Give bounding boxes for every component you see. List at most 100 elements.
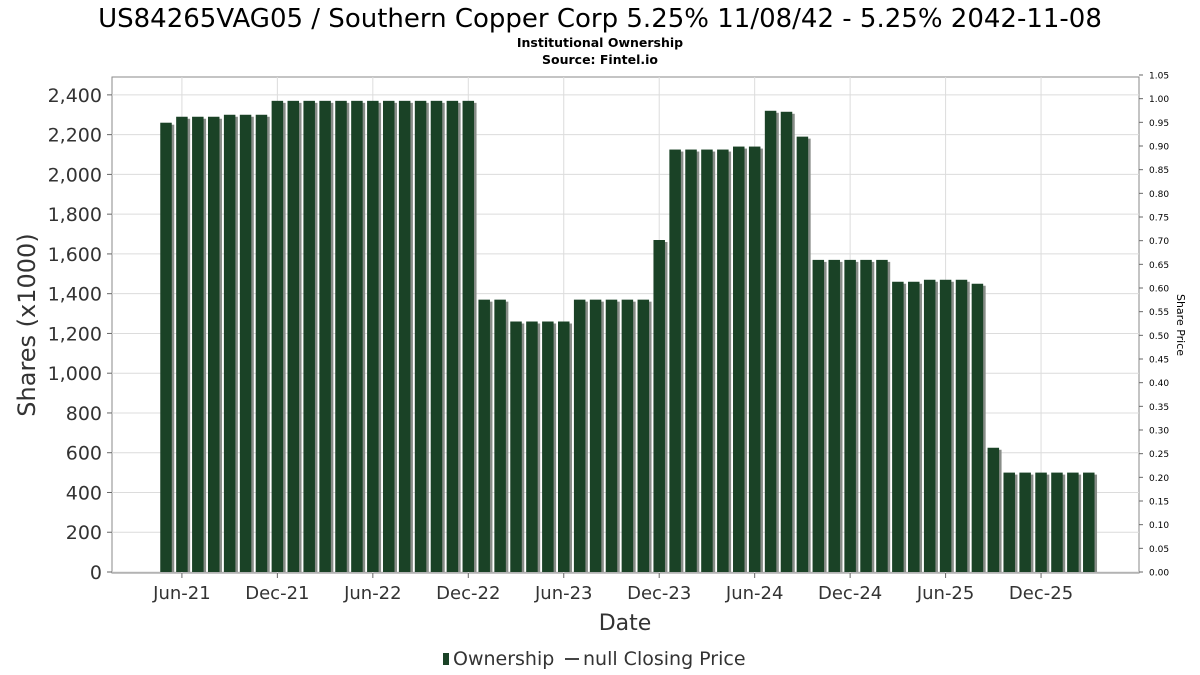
chart-source: Source: Fintel.io xyxy=(542,52,658,67)
legend-ownership-swatch xyxy=(443,653,449,665)
ownership-bar xyxy=(908,281,920,572)
y-tick-label: 200 xyxy=(66,522,102,544)
y-axis-label: Shares (x1000) xyxy=(13,233,41,416)
x-axis-label: Date xyxy=(599,611,652,636)
ownership-bar xyxy=(319,100,331,573)
ownership-bar xyxy=(701,149,713,573)
ownership-bar xyxy=(828,259,840,572)
y2-tick-label: 0.15 xyxy=(1149,498,1169,508)
y2-tick-label: 0.40 xyxy=(1149,379,1169,389)
ownership-bar xyxy=(796,136,809,573)
y2-tick-label: 0.10 xyxy=(1149,521,1169,531)
ownership-bar xyxy=(748,146,761,572)
ownership-bar xyxy=(367,100,379,573)
y-tick-label: 2,200 xyxy=(48,125,102,147)
y2-tick-label: 0.75 xyxy=(1149,214,1169,224)
ownership-bar xyxy=(558,321,570,572)
ownership-bar xyxy=(430,100,443,573)
y-tick-label: 600 xyxy=(66,443,102,465)
axes: 0 200 400 600 800 1,000 1,200 1,400 1,600 1,800 2,… xyxy=(48,72,1170,605)
x-tick-label: Jun-21 xyxy=(152,583,211,604)
legend-ownership-label: Ownership xyxy=(453,648,554,670)
x-tick-label: Dec-22 xyxy=(436,583,500,604)
ownership-bar xyxy=(478,299,490,572)
ownership-bar xyxy=(733,146,745,572)
ownership-bar xyxy=(351,100,363,573)
y2-tick-label: 0.80 xyxy=(1149,190,1169,200)
chart-title: US84265VAG05 / Southern Copper Corp 5.25… xyxy=(98,4,1102,34)
ownership-bar xyxy=(446,100,459,573)
ownership-bar xyxy=(955,279,968,572)
y2-tick-label: 0.65 xyxy=(1149,261,1169,271)
ownership-bar xyxy=(860,259,872,572)
ownership-bar xyxy=(1051,472,1063,572)
ownership-bar xyxy=(526,321,538,572)
y2-tick-label: 0.45 xyxy=(1149,356,1169,366)
y2-tick-label: 0.35 xyxy=(1149,403,1169,413)
ownership-bar xyxy=(939,279,952,572)
ownership-bar xyxy=(621,299,634,572)
ownership-bar xyxy=(398,100,411,573)
ownership-bar xyxy=(685,149,697,573)
chart-subtitle: Institutional Ownership xyxy=(517,35,683,50)
y2-tick-label: 0.00 xyxy=(1149,569,1169,579)
ownership-bar xyxy=(542,321,554,572)
ownership-bar xyxy=(239,114,252,572)
ownership-bar xyxy=(573,299,586,572)
ownership-bar xyxy=(1035,472,1047,572)
x-tick-label: Dec-24 xyxy=(818,583,882,604)
y2-tick-label: 0.05 xyxy=(1149,545,1169,555)
ownership-bar xyxy=(923,279,936,572)
ownership-bar xyxy=(382,100,395,573)
ownership-bar xyxy=(987,447,1000,572)
y2-tick-label: 0.20 xyxy=(1149,474,1169,484)
y-tick-label: 2,000 xyxy=(48,164,102,186)
ownership-bar xyxy=(223,114,236,572)
ownership-bar xyxy=(1019,472,1031,572)
y-tick-label: 1,000 xyxy=(48,363,102,385)
x-tick-label: Jun-23 xyxy=(534,583,593,604)
ownership-bar xyxy=(303,100,315,573)
ownership-bar xyxy=(1083,472,1095,572)
y2-tick-label: 0.70 xyxy=(1149,237,1169,247)
x-tick-label: Jun-24 xyxy=(725,583,784,604)
ownership-bar xyxy=(653,240,665,572)
legend-price-label: null Closing Price xyxy=(583,648,746,670)
y2-tick-label: 1.00 xyxy=(1149,95,1169,105)
y-tick-label: 0 xyxy=(90,562,102,584)
y-tick-label: 1,600 xyxy=(48,244,102,266)
y-tick-label: 1,400 xyxy=(48,284,102,306)
ownership-bar xyxy=(192,116,204,573)
ownership-bar xyxy=(780,111,793,572)
ownership-bar xyxy=(717,149,729,573)
y2-tick-label: 0.60 xyxy=(1149,285,1169,295)
ownership-bar xyxy=(287,100,300,573)
ownership-bar xyxy=(605,299,618,572)
x-tick-label: Jun-22 xyxy=(343,583,402,604)
ownership-bar xyxy=(271,100,284,573)
y2-tick-label: 0.50 xyxy=(1149,332,1169,342)
ownership-bar xyxy=(971,283,984,572)
ownership-bar xyxy=(335,100,347,573)
y2-axis-label: Share Price xyxy=(1174,294,1187,356)
ownership-bar xyxy=(669,149,681,573)
y2-tick-label: 0.30 xyxy=(1149,427,1169,437)
ownership-bar xyxy=(1003,472,1015,572)
y-tick-label: 1,200 xyxy=(48,323,102,345)
ownership-bar xyxy=(160,122,172,572)
ownership-bar xyxy=(176,116,188,573)
x-tick-label: Dec-25 xyxy=(1009,583,1073,604)
y-tick-label: 1,800 xyxy=(48,204,102,226)
x-tick-label: Dec-23 xyxy=(627,583,691,604)
y-tick-label: 800 xyxy=(66,403,102,425)
ownership-bar xyxy=(255,114,268,572)
ownership-bar xyxy=(462,100,475,573)
ownership-bar xyxy=(637,299,650,572)
ownership-bar xyxy=(764,110,777,572)
y2-tick-label: 0.55 xyxy=(1149,308,1169,318)
y-tick-label: 2,400 xyxy=(48,85,102,107)
legend-price-swatch xyxy=(565,658,579,660)
ownership-bar xyxy=(207,116,220,573)
y2-tick-label: 0.25 xyxy=(1149,450,1169,460)
ownership-bar xyxy=(876,259,888,572)
